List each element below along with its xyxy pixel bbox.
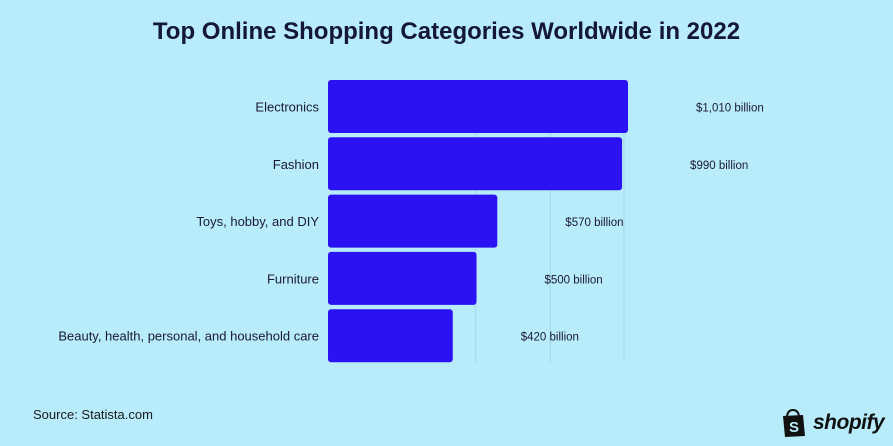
value-label: $1,010 billion [696, 103, 764, 115]
bar [328, 80, 628, 133]
value-label: $570 billion [565, 217, 623, 229]
brand-name: shopify [813, 411, 885, 434]
value-label: $500 billion [545, 274, 603, 286]
chart-title: Top Online Shopping Categories Worldwide… [152, 18, 741, 45]
chart-bars [328, 80, 628, 363]
bar [328, 194, 498, 248]
value-label: $420 billion [521, 332, 579, 344]
category-label: Fashion [273, 157, 319, 172]
bar [328, 251, 477, 305]
category-label: Electronics [255, 100, 319, 115]
category-label: Toys, hobby, and DIY [196, 214, 319, 229]
shopify-logo: S shopify [781, 408, 885, 438]
shopping-bag-icon: S [783, 408, 805, 437]
chart-category-labels: Electronics Fashion Toys, hobby, and DIY Fu… [58, 100, 319, 344]
source-note: Source: Statista.com [33, 407, 153, 422]
svg-text:S: S [789, 419, 799, 436]
value-label: $990 billion [690, 160, 748, 172]
chart-value-labels: $1,010 billion $990 billion $570 billion $5… [521, 103, 764, 344]
category-label: Furniture [267, 271, 319, 286]
bar [328, 309, 453, 363]
bar [328, 137, 623, 191]
category-label: Beauty, health, personal, and household … [58, 329, 319, 344]
